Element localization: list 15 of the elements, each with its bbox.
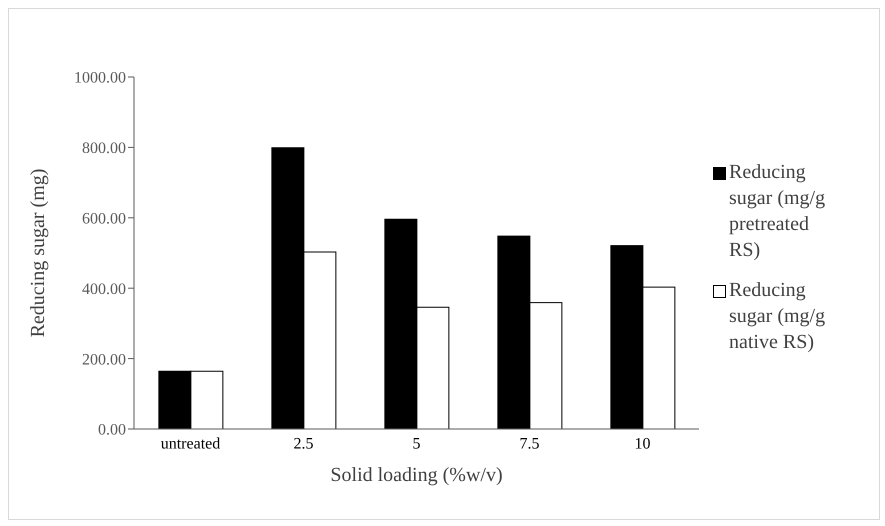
x-tick-label: 10 [634,435,650,452]
y-axis-title: Reducing sugar (mg) [27,168,50,338]
y-tick-label: 0.00 [98,422,126,439]
legend-label: Reducing sugar (mg/g native RS) [729,278,826,355]
x-tick-label: untreated [160,435,220,452]
y-tick-label: 800.00 [82,140,126,158]
y-tick-label: 1000.00 [74,70,126,87]
y-tick-label: 200.00 [82,351,126,368]
x-tick-label: 5 [412,435,420,452]
x-axis-title: Solid loading (%w/v) [330,464,503,486]
legend-label: Reducing sugar (mg/g pretreated RS) [729,160,826,263]
x-tick-label: 7.5 [520,435,540,452]
y-tick-label: 400.00 [82,280,126,298]
y-tick-label: 600.00 [82,210,126,228]
x-tick-label: 2.5 [294,435,314,452]
